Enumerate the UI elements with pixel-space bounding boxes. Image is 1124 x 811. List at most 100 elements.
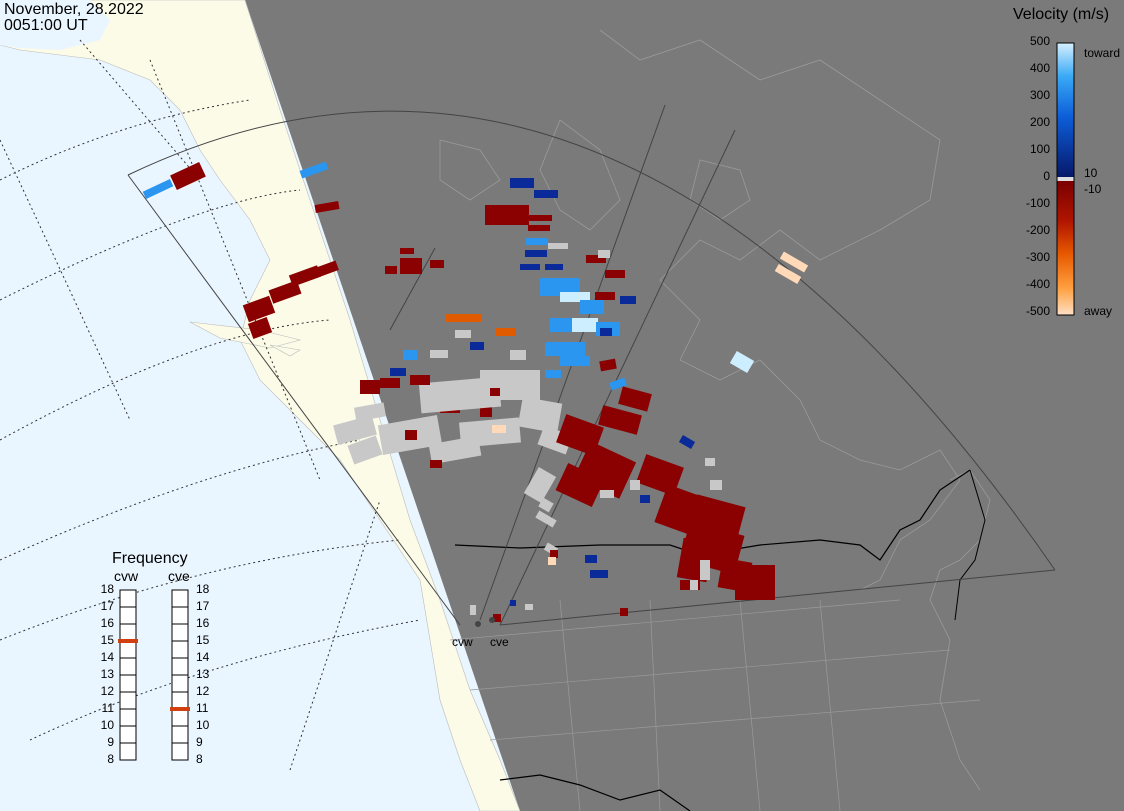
canada-us-border: [454, 469, 971, 561]
velocity-cell: [446, 314, 482, 322]
velocity-cell: [550, 550, 558, 558]
velocity-cell: [609, 377, 627, 391]
velocity-tick-label: 300: [1029, 88, 1050, 102]
night-shading: [245, 0, 1124, 811]
velocity-cell: [528, 215, 552, 221]
velocity-tick-label: 500: [1029, 34, 1050, 48]
velocity-cell: [710, 480, 722, 490]
velocity-cell: [540, 278, 580, 296]
legend-away-label: away: [1084, 304, 1113, 318]
velocity-cell: [690, 580, 698, 590]
velocity-cell: [600, 328, 612, 336]
velocity-tick-label: 0: [1043, 169, 1050, 183]
velocity-cell: [599, 358, 617, 372]
frequency-tick-right: 16: [196, 616, 210, 630]
velocity-cells: [142, 161, 809, 622]
velocity-cell: [528, 225, 550, 231]
velocity-cell: [526, 238, 548, 245]
frequency-bars: [118, 589, 190, 761]
velocity-cell: [640, 495, 650, 503]
velocity-cell: [620, 296, 636, 304]
velocity-cell: [517, 396, 563, 434]
velocity-tick-label: -100: [1025, 196, 1050, 210]
velocity-cell: [455, 330, 471, 338]
coastlines: [439, 29, 991, 791]
velocity-cell: [510, 178, 534, 188]
frequency-tick-left: 12: [100, 684, 114, 698]
us-state-lines: [449, 599, 981, 811]
velocity-tick-label: -500: [1025, 304, 1050, 318]
frequency-tick-left: 9: [107, 735, 114, 749]
velocity-cell: [510, 350, 526, 360]
site-label-cve: cve: [490, 635, 509, 649]
velocity-cell: [555, 462, 605, 508]
velocity-cell: [492, 425, 506, 433]
frequency-tick-left: 16: [100, 616, 114, 630]
velocity-legend-title: Velocity (m/s): [1013, 6, 1110, 23]
velocity-cell: [333, 415, 377, 445]
velocity-cell: [496, 328, 516, 336]
frequency-tick-right: 8: [196, 752, 203, 766]
frequency-tick-right: 18: [196, 582, 210, 596]
velocity-cell: [700, 560, 710, 580]
velocity-cell: [390, 368, 406, 376]
cve-frequency-marker: [170, 707, 190, 711]
velocity-cell: [490, 388, 500, 396]
velocity-tick-label: -300: [1025, 250, 1050, 264]
velocity-cell: [405, 430, 417, 440]
frequency-tick-left: 14: [100, 650, 114, 664]
velocity-cell: [598, 250, 610, 258]
velocity-tick-label: 100: [1029, 142, 1050, 156]
velocity-cell: [580, 300, 604, 314]
velocity-cell: [309, 260, 339, 280]
velocity-cell: [400, 248, 414, 254]
velocity-cell: [470, 605, 476, 615]
velocity-cell: [523, 467, 557, 503]
velocity-cell: [630, 480, 640, 490]
velocity-tick-label: -400: [1025, 277, 1050, 291]
velocity-cell: [779, 251, 809, 273]
velocity-cell: [534, 190, 558, 198]
velocity-cell: [545, 342, 585, 356]
velocity-colorbar: [1056, 42, 1075, 316]
frequency-tick-left: 11: [101, 701, 114, 715]
velocity-cell: [595, 292, 615, 300]
velocity-cell: [354, 402, 386, 422]
velocity-tick-label: 200: [1029, 115, 1050, 129]
frequency-cvw-label: cvw: [114, 568, 139, 584]
velocity-cell: [142, 179, 174, 199]
graticule: [0, 39, 421, 771]
velocity-cell: [618, 386, 652, 412]
velocity-cell: [510, 600, 516, 606]
velocity-cell: [430, 460, 442, 468]
frequency-tick-left: 15: [100, 633, 114, 647]
date-label: November, 28.2022: [4, 1, 144, 18]
velocity-cell: [729, 350, 755, 374]
velocity-cell: [485, 205, 529, 225]
radar-site-cve: [489, 617, 495, 623]
velocity-cell: [242, 295, 276, 323]
velocity-tick-label: -200: [1025, 223, 1050, 237]
velocity-tick-label: 400: [1029, 61, 1050, 75]
velocity-cell: [600, 490, 614, 498]
legend-toward-label: toward: [1084, 46, 1121, 60]
radar-site-cvw: [475, 621, 481, 627]
frequency-tick-left: 10: [100, 718, 114, 732]
velocity-cell: [480, 370, 540, 400]
velocity-cell: [535, 510, 557, 528]
mexico-border: [499, 774, 691, 811]
velocity-cell: [572, 318, 598, 332]
velocity-cell: [560, 356, 590, 366]
site-label-cvw: cvw: [452, 635, 473, 649]
velocity-cell: [410, 375, 430, 385]
velocity-cell: [548, 557, 556, 565]
frequency-tick-right: 9: [196, 735, 203, 749]
legend-pos10-label: 10: [1084, 166, 1098, 180]
velocity-cell: [548, 243, 568, 249]
velocity-cell: [560, 292, 590, 302]
frequency-tick-right: 11: [196, 701, 209, 715]
frequency-tick-left: 17: [100, 599, 114, 613]
velocity-cell: [247, 317, 273, 339]
frequency-tick-right: 12: [196, 684, 210, 698]
velocity-cell: [170, 161, 206, 191]
